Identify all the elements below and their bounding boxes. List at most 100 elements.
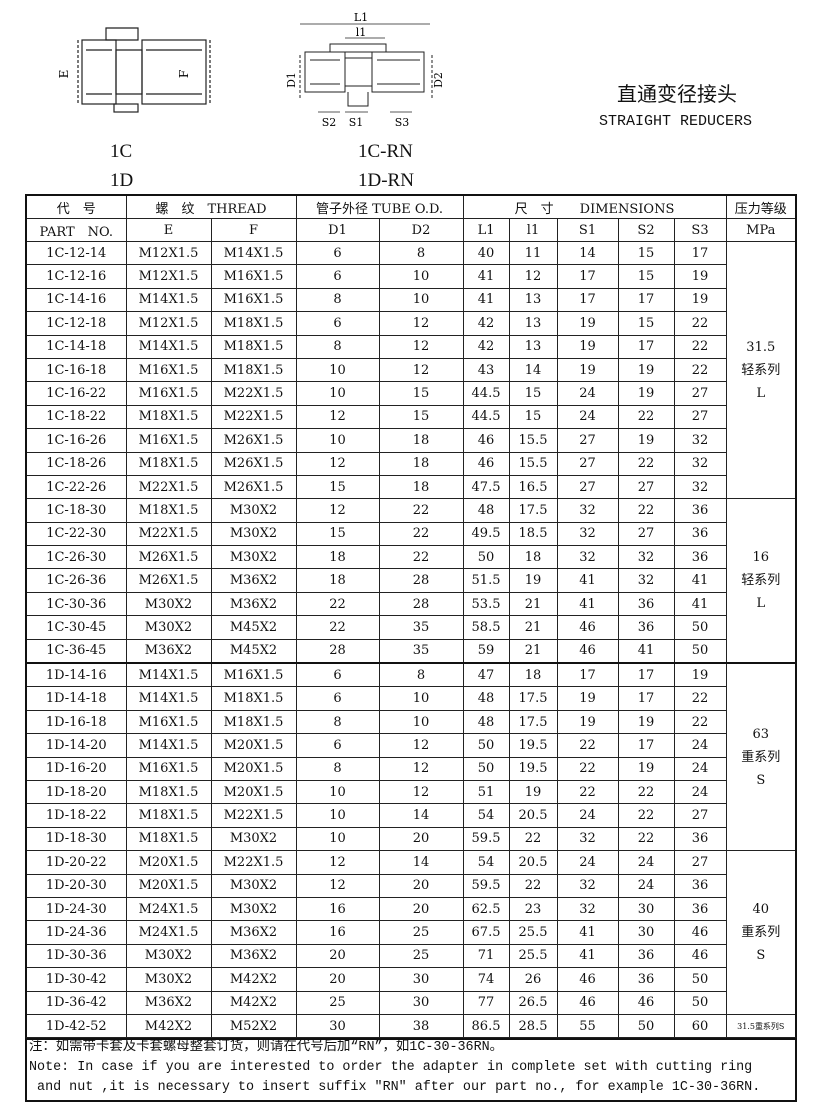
table-cell: 59 [462,638,510,664]
table-cell: 40 [462,240,510,266]
table-cell: M20X1.5 [210,779,297,805]
table-row: 1C-30-36 M30X2 M36X2 22 28 53.5 21 41 36 41 [25,591,796,617]
table-cell: 14 [556,240,619,266]
table-cell: 1D-30-42 [25,967,127,992]
table-cell: 12 [295,451,380,476]
table-row: 1D-42-52 M42X2 M52X2 30 38 86.5 28.5 55 50 60 31.5… [25,1013,797,1040]
note-line: and nut ,it is necessary to insert suffi… [29,1080,761,1095]
table-cell: 12 [295,404,380,430]
table-cell: 48 [462,709,510,735]
table-cell: 1D-20-30 [25,873,127,898]
table-cell: 1C-18-30 [25,498,127,523]
table-cell: 17 [617,287,675,313]
table-cell: M42X2 [210,990,297,1015]
table-cell: 19.5 [508,733,558,758]
table-cell: 43 [462,357,510,383]
table-cell: 16 [295,920,380,945]
table-row: 1D-18-30 M18X1.5 M30X2 10 20 59.5 22 32 22 36 [25,826,796,852]
table-row: 1D-18-20 M18X1.5 M20X1.5 10 12 51 19 22 22 24 [25,779,796,805]
header-cell: D1 [295,218,380,242]
table-cell: M30X2 [125,967,212,992]
table-cell: 19 [508,779,558,805]
table-cell: 50 [673,638,727,664]
table-cell: 14 [378,803,464,828]
table-cell: 1C-16-22 [25,381,127,406]
table-cell: M42X2 [125,1013,212,1040]
pressure-cell: 31.5重系列S [725,1013,797,1040]
table-cell: 12 [378,756,464,781]
table-cell: 1D-42-52 [25,1013,127,1040]
table-cell: 1C-36-45 [25,638,127,664]
table-cell: 17.5 [508,686,558,711]
table-cell: 1C-12-14 [25,240,127,266]
table-row: 1D-14-20 M14X1.5 M20X1.5 6 12 50 19.5 22 17 24 [25,733,796,758]
table-cell: 36 [617,943,675,969]
header-cell: E [125,218,212,242]
table-cell: 8 [295,756,380,781]
table-cell: 19 [673,264,727,289]
title-en: STRAIGHT REDUCERS [599,113,753,130]
pressure-text: 重系列 [741,749,781,765]
table-cell: M30X2 [210,873,297,898]
header-cell: L1 [462,218,510,242]
table-cell: M16X1.5 [210,287,297,313]
table-cell: M22X1.5 [210,404,297,430]
table-cell: 8 [378,240,464,266]
table-cell: 10 [295,826,380,852]
table-cell: 41 [673,568,727,593]
table-cell: M30X2 [210,896,297,922]
table-cell: 22 [556,779,619,805]
table-cell: 12 [508,264,558,289]
table-row: 1D-20-30 M20X1.5 M30X2 12 20 59.5 22 32 24 36 [25,873,796,898]
table-cell: 17 [617,733,675,758]
table-cell: 36 [617,615,675,640]
table-cell: 55 [556,1013,619,1040]
table-cell: 24 [556,850,619,875]
table-cell: M36X2 [210,568,297,593]
table-cell: M12X1.5 [125,240,212,266]
table-cell: 41 [556,943,619,969]
table-cell: M30X2 [125,615,212,640]
table-cell: 20.5 [508,803,558,828]
table-cell: 26 [508,967,558,992]
table-cell: 19 [556,311,619,336]
table-cell: 77 [462,990,510,1015]
table-cell: 22 [673,686,727,711]
pressure-text: 40 [752,902,770,918]
table-cell: 25.5 [508,920,558,945]
table-cell: 16 [295,896,380,922]
table-cell: 8 [295,334,380,359]
table-cell: 1D-30-36 [25,943,127,969]
table-cell: 28 [378,591,464,617]
table-cell: 32 [556,896,619,922]
table-cell: 36 [673,826,727,852]
header-row: 代 号螺 纹 THREAD 管子外径 TUBE O.D. 尺 寸 DIMENSION… [25,194,797,219]
pressure-text: 轻系列 [741,362,781,378]
model-code: 1D [110,170,134,191]
table-cell: 20 [295,943,380,969]
dim-label: S1 [349,116,364,129]
header-row: PART NO. E F D1 D2 L1 l1 S1 S2 S3 MPa [25,218,797,242]
table-row: 1C-22-30 M22X1.5 M30X2 15 22 49.5 18.5 32 27 36 [25,521,796,547]
table-cell: 22 [673,357,727,383]
table-cell: 1C-12-18 [25,311,127,336]
table-cell: 10 [378,686,464,711]
table-row: 1D-20-22 M20X1.5 M22X1.5 12 14 54 20.5 24 24 27 40… [25,850,797,1015]
table-cell: 1D-36-42 [25,990,127,1015]
table-cell: 1D-14-20 [25,733,127,758]
table-row: 1D-30-42 M30X2 M42X2 20 30 74 26 46 36 50 [25,967,796,992]
table-cell: M18X1.5 [210,357,297,383]
table-cell: 22 [617,498,675,523]
table-cell: 36 [673,498,727,523]
table-cell: M16X1.5 [125,428,212,453]
table-cell: 1C-18-26 [25,451,127,476]
table-cell: 1D-24-30 [25,896,127,922]
table-cell: 20 [378,896,464,922]
table-cell: 44.5 [462,404,510,430]
table-cell: 36 [673,896,727,922]
table-cell: 8 [295,287,380,313]
table-cell: 22 [617,803,675,828]
table-cell: 27 [556,451,619,476]
header-cell: 压力等级 [725,194,797,219]
table-cell: 21 [508,591,558,617]
